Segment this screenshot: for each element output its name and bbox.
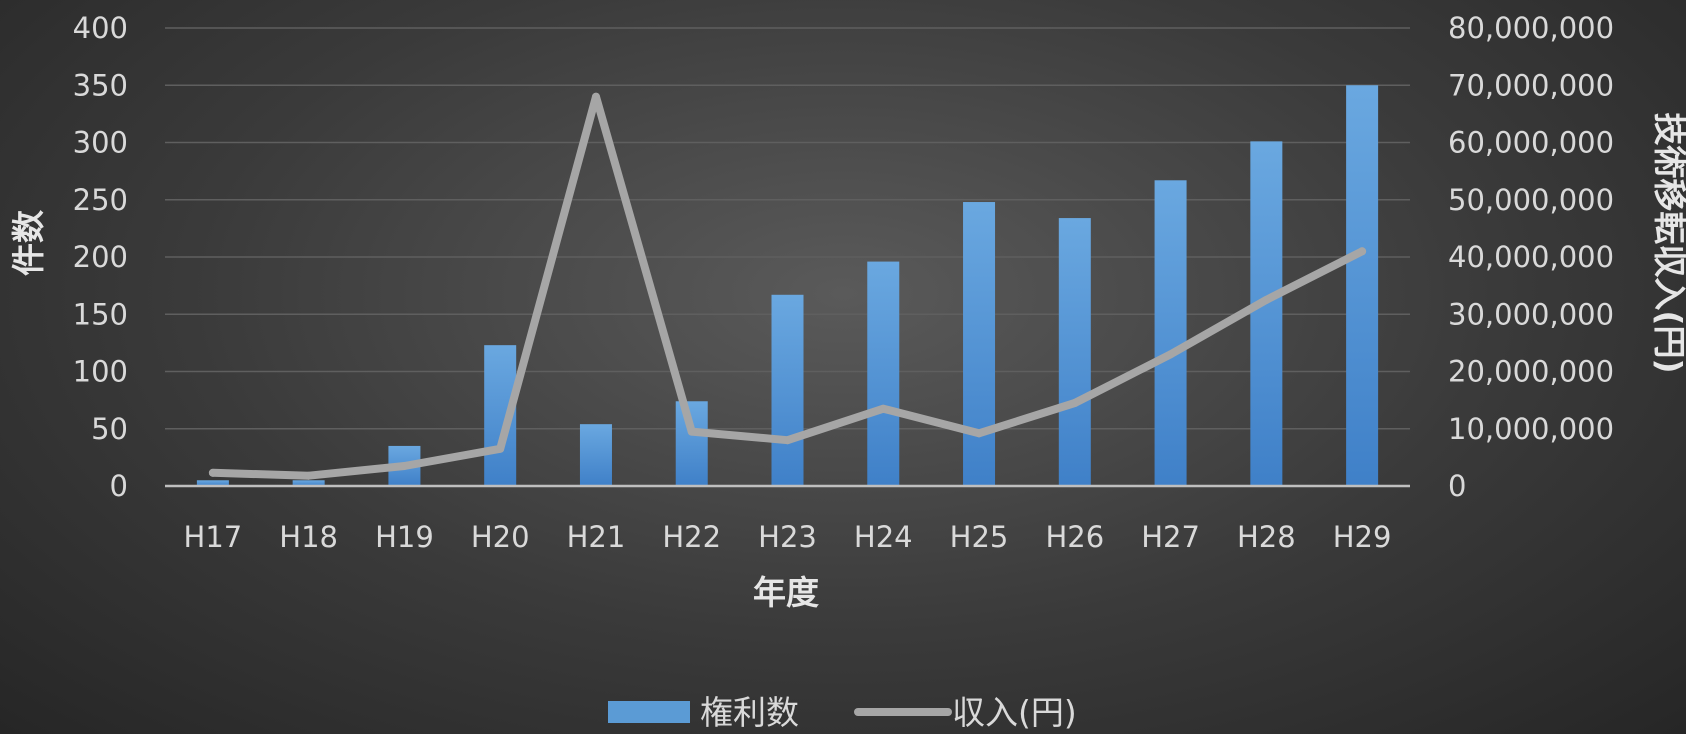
bar bbox=[1058, 218, 1091, 486]
x-tick-label: H28 bbox=[1237, 520, 1296, 554]
legend-label-line: 収入(円) bbox=[952, 693, 1077, 732]
y2-tick-label: 60,000,000 bbox=[1448, 126, 1614, 160]
line-series bbox=[208, 92, 1367, 480]
y-tick-label: 400 bbox=[73, 11, 128, 45]
bar bbox=[867, 261, 900, 486]
y-tick-label: 300 bbox=[73, 126, 128, 160]
x-tick-label: H19 bbox=[375, 520, 434, 554]
y2-axis-title: 技術移転収入(円) bbox=[1650, 112, 1686, 373]
line-point bbox=[687, 427, 696, 436]
bar bbox=[196, 480, 229, 486]
y-axis-title: 件数 bbox=[9, 209, 48, 276]
y-tick-label: 200 bbox=[73, 240, 128, 274]
line-point bbox=[304, 471, 313, 480]
x-tick-label: H22 bbox=[662, 520, 721, 554]
y-tick-label: 100 bbox=[73, 355, 128, 389]
x-axis-title: 年度 bbox=[753, 573, 819, 612]
bar bbox=[1250, 141, 1283, 487]
line-point bbox=[1070, 398, 1079, 407]
x-tick-label: H23 bbox=[758, 520, 817, 554]
bar bbox=[963, 202, 996, 487]
line-point bbox=[975, 429, 984, 438]
line-point bbox=[496, 444, 505, 453]
y-tick-label: 250 bbox=[73, 183, 128, 217]
bar bbox=[292, 480, 325, 486]
legend: 権利数 収入(円) bbox=[608, 693, 1077, 732]
line-point bbox=[400, 461, 409, 470]
x-tick-label: H24 bbox=[854, 520, 913, 554]
x-tick-label: H17 bbox=[184, 520, 243, 554]
bar-series bbox=[196, 85, 1379, 487]
y-tick-label: 0 bbox=[110, 469, 128, 503]
y2-tick-label: 0 bbox=[1448, 469, 1466, 503]
line-point bbox=[1358, 247, 1367, 256]
x-tick-label: H26 bbox=[1045, 520, 1104, 554]
y2-tick-label: 40,000,000 bbox=[1448, 240, 1614, 274]
y2-tick-label: 30,000,000 bbox=[1448, 297, 1614, 331]
x-tick-label: H29 bbox=[1333, 520, 1392, 554]
bar bbox=[579, 424, 612, 486]
x-tick-label: H20 bbox=[471, 520, 530, 554]
line-point bbox=[591, 92, 600, 101]
y-tick-label: 350 bbox=[73, 68, 128, 102]
x-tick-label: H21 bbox=[567, 520, 626, 554]
y2-tick-label: 70,000,000 bbox=[1448, 68, 1614, 102]
line-point bbox=[879, 404, 888, 413]
y2-tick-label: 80,000,000 bbox=[1448, 11, 1614, 45]
bar bbox=[1346, 85, 1379, 486]
legend-label-bar: 権利数 bbox=[700, 693, 799, 732]
line-point bbox=[1262, 295, 1271, 304]
y-tick-label: 50 bbox=[91, 412, 128, 446]
line-point bbox=[208, 468, 217, 477]
line-point bbox=[1166, 350, 1175, 359]
line-point bbox=[783, 436, 792, 445]
x-tick-label: H25 bbox=[950, 520, 1009, 554]
bar bbox=[771, 294, 804, 486]
tick-labels: 0 0 50 10,000,000 100 20,000,000 150 30,000,000… bbox=[73, 11, 1614, 554]
x-tick-label: H27 bbox=[1141, 520, 1200, 554]
x-tick-label: H18 bbox=[279, 520, 338, 554]
y2-tick-label: 20,000,000 bbox=[1448, 355, 1614, 389]
bar bbox=[675, 401, 708, 486]
legend-swatch-bar bbox=[608, 701, 690, 723]
bar bbox=[1154, 180, 1187, 486]
y2-tick-label: 50,000,000 bbox=[1448, 183, 1614, 217]
y2-tick-label: 10,000,000 bbox=[1448, 412, 1614, 446]
y-tick-label: 150 bbox=[73, 297, 128, 331]
